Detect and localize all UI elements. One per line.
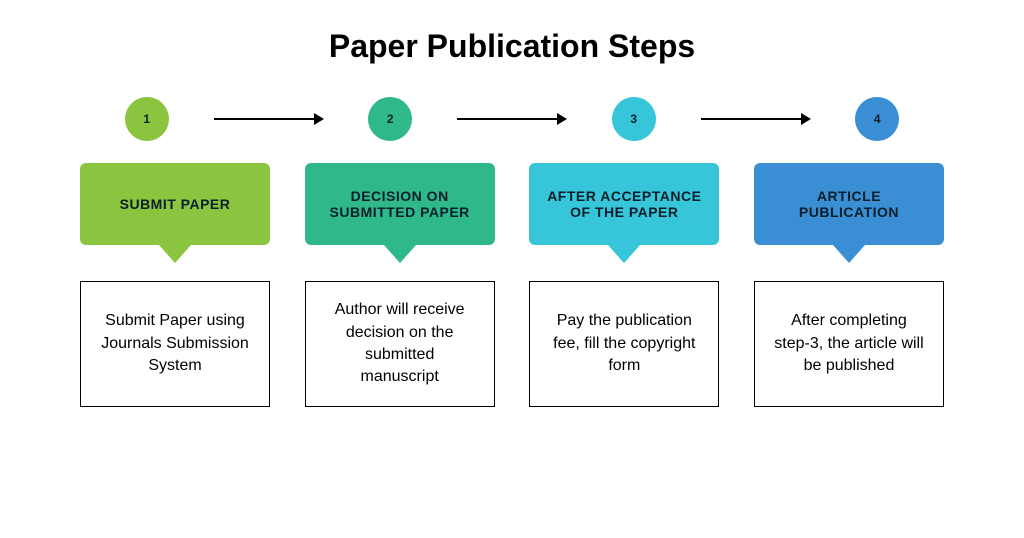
boxes-row: Submit Paper using Journals Submission S… <box>0 281 1024 407</box>
step-circle-4: 4 <box>855 97 899 141</box>
arrow-line <box>214 118 314 120</box>
step-circle-1: 1 <box>125 97 169 141</box>
circles-row: 1 2 3 4 <box>0 97 1024 141</box>
card-pointer-icon <box>833 245 865 263</box>
arrow-head-icon <box>314 113 324 125</box>
card-pointer-icon <box>384 245 416 263</box>
step-card-3: AFTER ACCEPTANCE OF THE PAPER <box>529 163 719 245</box>
cards-row: SUBMIT PAPER DECISION ON SUBMITTED PAPER… <box>0 163 1024 245</box>
step-card-label: DECISION ON SUBMITTED PAPER <box>321 188 479 220</box>
step-circle-3: 3 <box>612 97 656 141</box>
arrow-line <box>457 118 557 120</box>
step-card-label: SUBMIT PAPER <box>120 196 231 212</box>
arrow-head-icon <box>801 113 811 125</box>
step-card-label: ARTICLE PUBLICATION <box>770 188 928 220</box>
card-pointer-icon <box>608 245 640 263</box>
step-description-4: After completing step-3, the article wil… <box>754 281 944 407</box>
circle-slot-4: 4 <box>811 97 945 141</box>
arrow-icon <box>457 113 567 125</box>
arrow-icon <box>214 113 324 125</box>
arrow-3 <box>701 113 811 125</box>
page-title: Paper Publication Steps <box>0 0 1024 85</box>
step-card-1: SUBMIT PAPER <box>80 163 270 245</box>
step-description-1: Submit Paper using Journals Submission S… <box>80 281 270 407</box>
circle-slot-3: 3 <box>567 97 701 141</box>
card-pointer-icon <box>159 245 191 263</box>
arrow-icon <box>701 113 811 125</box>
step-card-2: DECISION ON SUBMITTED PAPER <box>305 163 495 245</box>
step-description-3: Pay the publication fee, fill the copyri… <box>529 281 719 407</box>
arrow-line <box>701 118 801 120</box>
circle-slot-2: 2 <box>324 97 458 141</box>
circle-slot-1: 1 <box>80 97 214 141</box>
arrow-1 <box>214 113 324 125</box>
step-description-2: Author will receive decision on the subm… <box>305 281 495 407</box>
arrow-head-icon <box>557 113 567 125</box>
step-card-4: ARTICLE PUBLICATION <box>754 163 944 245</box>
arrow-2 <box>457 113 567 125</box>
step-card-label: AFTER ACCEPTANCE OF THE PAPER <box>545 188 703 220</box>
step-circle-2: 2 <box>368 97 412 141</box>
